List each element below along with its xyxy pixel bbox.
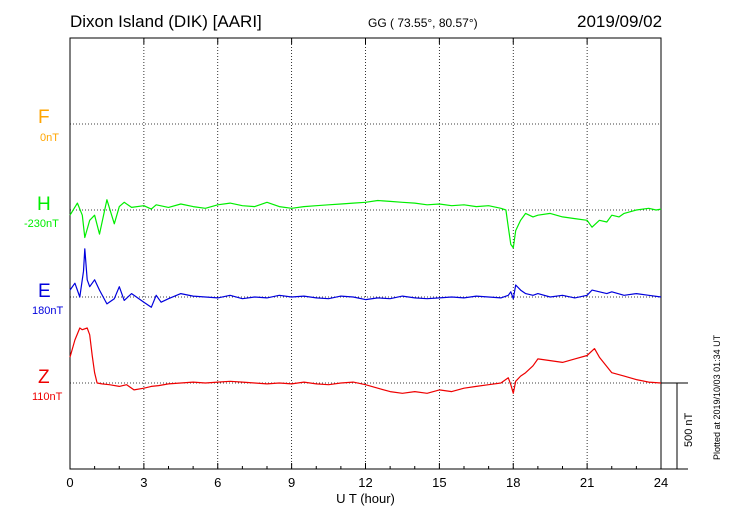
x-tick-label: 0 xyxy=(66,475,73,490)
component-e-offset: 180nT xyxy=(32,305,64,317)
component-z-offset: 110nT xyxy=(32,391,63,403)
component-e-name: E xyxy=(38,281,51,302)
x-tick-label: 24 xyxy=(654,475,668,490)
x-axis-label: U T (hour) xyxy=(336,491,395,506)
geographic-coords: GG ( 73.55°, 80.57°) xyxy=(368,16,478,30)
component-h-offset: -230nT xyxy=(24,218,59,230)
scale-bar-label: 500 nT xyxy=(683,412,695,447)
x-tick-label: 21 xyxy=(580,475,594,490)
station-title: Dixon Island (DIK) [AARI] xyxy=(70,12,262,31)
x-tick-label: 15 xyxy=(432,475,446,490)
x-tick-label: 12 xyxy=(358,475,372,490)
series-line-z xyxy=(69,327,662,394)
component-f-offset: 0nT xyxy=(40,132,59,144)
x-tick-label: 6 xyxy=(214,475,221,490)
series-line-h xyxy=(69,199,662,249)
component-f-name: F xyxy=(38,107,50,128)
component-h-name: H xyxy=(37,194,51,215)
component-z-name: Z xyxy=(38,367,50,388)
x-tick-label: 9 xyxy=(288,475,295,490)
x-tick-label: 18 xyxy=(506,475,520,490)
x-tick-label: 3 xyxy=(140,475,147,490)
plotted-timestamp: Plotted at 2019/10/03 01:34 UT xyxy=(712,334,722,460)
series-line-e xyxy=(69,248,662,308)
plot-date: 2019/09/02 xyxy=(577,12,663,31)
